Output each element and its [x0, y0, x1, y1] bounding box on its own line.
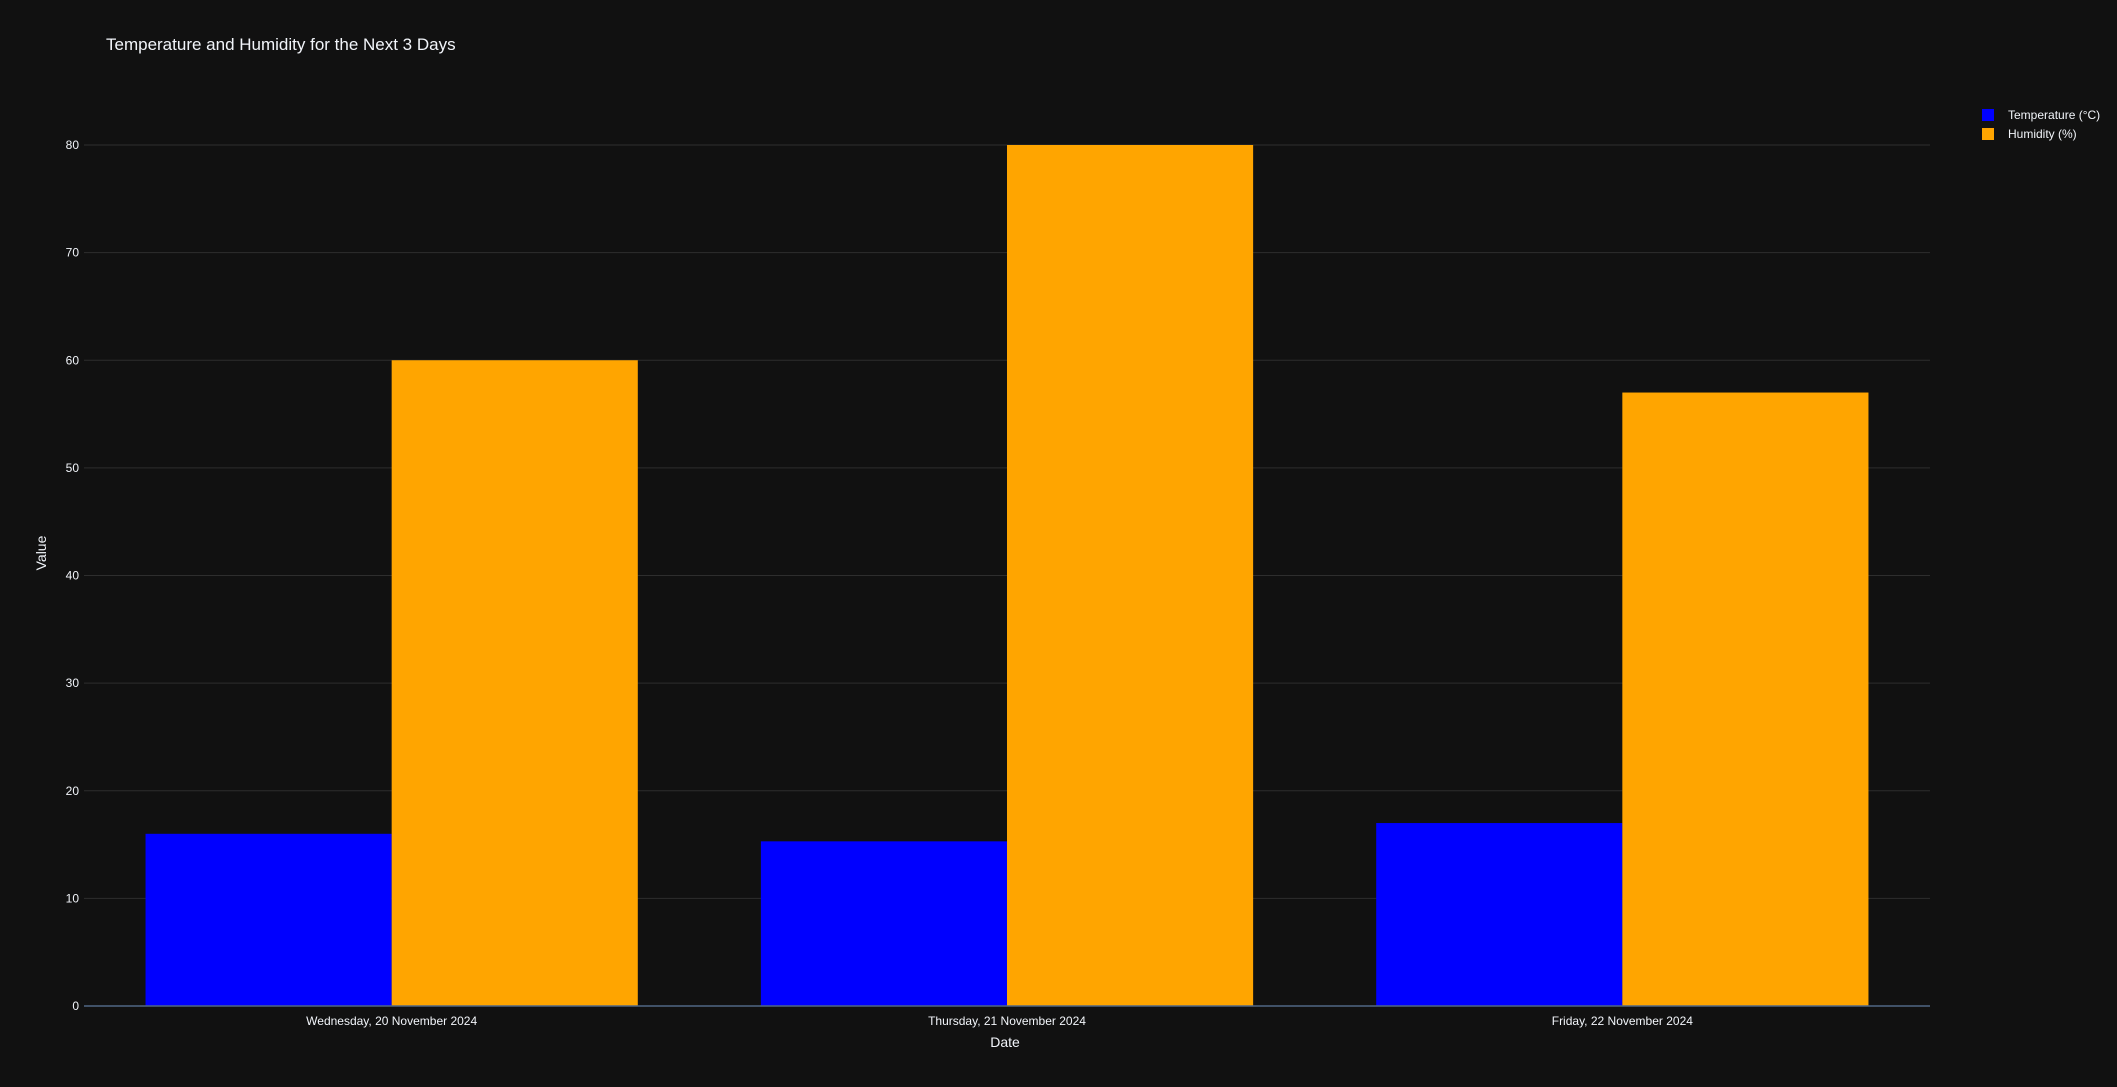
bar-temperature	[760, 841, 1007, 1006]
x-tick-label: Friday, 22 November 2024	[1552, 1014, 1694, 1028]
y-tick-label: 10	[66, 891, 80, 905]
legend: Temperature (°C) Humidity (%)	[1982, 108, 2100, 141]
legend-label[interactable]: Temperature (°C)	[2008, 108, 2100, 122]
x-tick-label: Thursday, 21 November 2024	[928, 1014, 1086, 1028]
y-tick-label: 70	[66, 246, 80, 260]
x-tick-label: Wednesday, 20 November 2024	[306, 1014, 477, 1028]
bars-layer	[145, 145, 1869, 1007]
bar-temperature	[1376, 823, 1623, 1006]
y-tick-label: 60	[66, 353, 80, 367]
bar-humidity	[1007, 145, 1254, 1006]
legend-swatch[interactable]	[1982, 109, 1994, 121]
bar-humidity	[391, 360, 638, 1006]
y-axis-label: Value	[33, 535, 49, 570]
y-tick-label: 50	[66, 461, 80, 475]
y-tick-label: 20	[66, 784, 80, 798]
axes-layer: 0 10 20 30 40 50 60 70 80 Wednesday, 20 November …	[66, 138, 1930, 1028]
y-tick-label: 80	[66, 138, 80, 152]
y-tick-label: 30	[66, 676, 80, 690]
y-tick-label: 0	[72, 999, 79, 1013]
bar-temperature	[145, 833, 392, 1006]
bar-humidity	[1622, 392, 1869, 1007]
y-tick-label: 40	[66, 569, 80, 583]
x-axis-label: Date	[990, 1034, 1020, 1050]
legend-swatch[interactable]	[1982, 128, 1994, 140]
legend-label[interactable]: Humidity (%)	[2008, 127, 2077, 141]
chart-title: Temperature and Humidity for the Next 3 …	[106, 35, 456, 54]
